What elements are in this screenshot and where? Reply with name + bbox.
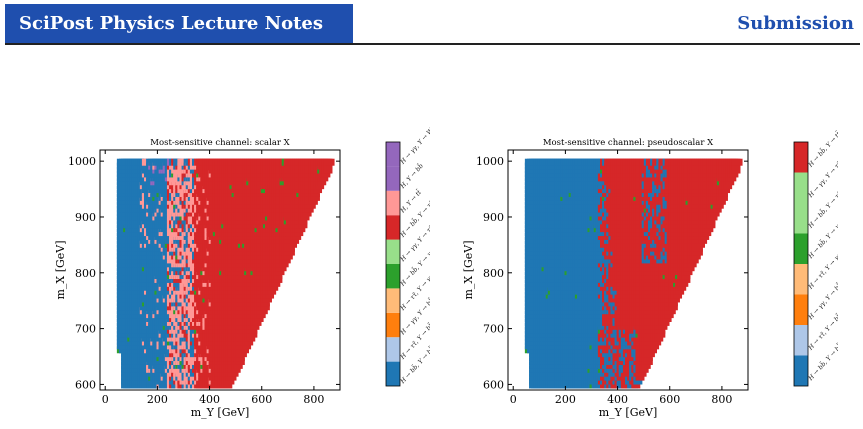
header-rule — [5, 43, 860, 45]
page-header: SciPost Physics Lecture Notes Submission — [5, 4, 860, 44]
scalar-heatmap: Most-sensitive channel: scalar X 0 200 400 6… — [54, 120, 430, 419]
heatmap-cell — [227, 373, 237, 381]
colorbar-segment — [386, 264, 400, 289]
heatmap-cell — [240, 346, 249, 354]
heatmap-cell — [267, 287, 277, 295]
colorbar-segment — [386, 288, 400, 313]
colorbar-label: H → γγ, Y → W⁺W⁻ — [399, 120, 430, 166]
chart-title: Most-sensitive channel: scalar X — [150, 138, 290, 148]
heatmap-cell — [252, 318, 262, 326]
y-tick-label: 800 — [75, 267, 96, 280]
heatmap-cell — [315, 182, 325, 190]
heatmap-cell — [304, 205, 314, 213]
x-tick-label: 400 — [199, 393, 220, 406]
figure-scalar: Most-sensitive channel: scalar X 0 200 400 6… — [40, 120, 430, 425]
heatmap-cell — [223, 381, 233, 389]
y-tick-label: 600 — [75, 378, 96, 391]
x-axis-label: m_Y [GeV] — [191, 406, 250, 419]
heatmap-cell — [317, 178, 327, 186]
heatmap-cell — [296, 225, 306, 233]
chart-title: Most-sensitive channel: pseudoscalar X — [543, 138, 714, 148]
submission-label: Submission — [737, 13, 854, 34]
heatmap-cell — [310, 189, 320, 197]
colorbar-segment — [386, 239, 400, 264]
heatmap-cell — [292, 232, 302, 240]
heatmap-cell — [285, 244, 295, 252]
y-tick-label: 900 — [75, 211, 96, 224]
colorbar-segment — [386, 215, 400, 240]
heatmap-cell — [260, 303, 270, 311]
heatmap-cell — [275, 268, 285, 276]
heatmap-cell — [231, 365, 241, 373]
colorbar-segment — [386, 361, 400, 386]
heatmap-cell — [310, 193, 320, 201]
heatmap-cell — [235, 354, 245, 362]
heatmap-cell — [271, 279, 281, 287]
colorbar-segment — [386, 312, 400, 338]
x-tick-label: 0 — [102, 393, 109, 406]
heatmap-cell — [225, 377, 235, 385]
heatmap-cell — [294, 229, 304, 237]
plot-frame — [99, 149, 341, 391]
heatmap-cell — [250, 322, 260, 330]
heatmap-cell — [233, 361, 243, 369]
heatmap-cell — [285, 248, 295, 256]
heatmap-cell — [229, 369, 239, 377]
heatmap-cell — [300, 213, 310, 221]
heatmap-cell — [248, 330, 258, 338]
heatmap-cell — [298, 217, 308, 225]
x-tick-label: 200 — [147, 393, 168, 406]
y-axis-label: m_X [GeV] — [54, 240, 67, 299]
heatmap-cell — [281, 256, 291, 264]
heatmap-cell — [242, 342, 252, 350]
x-tick-label: 600 — [251, 393, 272, 406]
heatmap-cell — [260, 299, 270, 307]
heatmap-cell — [248, 326, 258, 334]
heatmap-cell — [256, 311, 266, 319]
heatmap-cell — [262, 295, 272, 303]
heatmap-cell — [254, 315, 264, 322]
heatmap-cell — [308, 197, 318, 205]
heatmap-cell — [319, 174, 329, 182]
heatmap-cell — [265, 291, 275, 299]
heatmap-cell — [277, 264, 287, 272]
pseudoscalar-heatmap: Most-sensitive channel: pseudoscalar X0 2… — [462, 130, 838, 419]
heatmap-cell — [269, 283, 279, 291]
heatmap-cell — [235, 357, 245, 365]
heatmap-cell — [306, 201, 316, 209]
colorbar-segment — [386, 190, 400, 216]
heatmap-cell — [237, 350, 247, 358]
heatmap-cell — [246, 334, 256, 342]
heatmap-cell — [273, 272, 283, 280]
heatmap-cell — [298, 221, 308, 229]
x-tick-label: 800 — [303, 393, 324, 406]
heatmap-cell — [323, 162, 333, 170]
colorbar-label: H, Y → bb̄ — [398, 162, 425, 190]
journal-title: SciPost Physics Lecture Notes — [5, 4, 353, 44]
colorbar-frame — [385, 141, 401, 387]
heatmap-cell — [258, 307, 268, 315]
heatmap-cell — [325, 158, 335, 166]
heatmap-cell — [279, 260, 289, 268]
heatmap-cell — [321, 170, 331, 178]
heatmap-cell — [244, 338, 254, 346]
heatmap-cell — [290, 236, 300, 244]
heatmap-cell — [302, 209, 312, 217]
heatmap-cell — [288, 240, 297, 248]
heatmap-cell — [323, 166, 333, 174]
y-tick-label: 700 — [75, 323, 96, 336]
colorbar-segment — [386, 337, 400, 362]
heatmap-cell — [313, 186, 323, 194]
heatmap-cell — [273, 275, 283, 283]
colorbar-segment — [386, 166, 400, 191]
colorbar-segment — [386, 142, 400, 167]
y-tick-label: 1000 — [68, 155, 96, 168]
heatmap-cell — [283, 252, 293, 260]
